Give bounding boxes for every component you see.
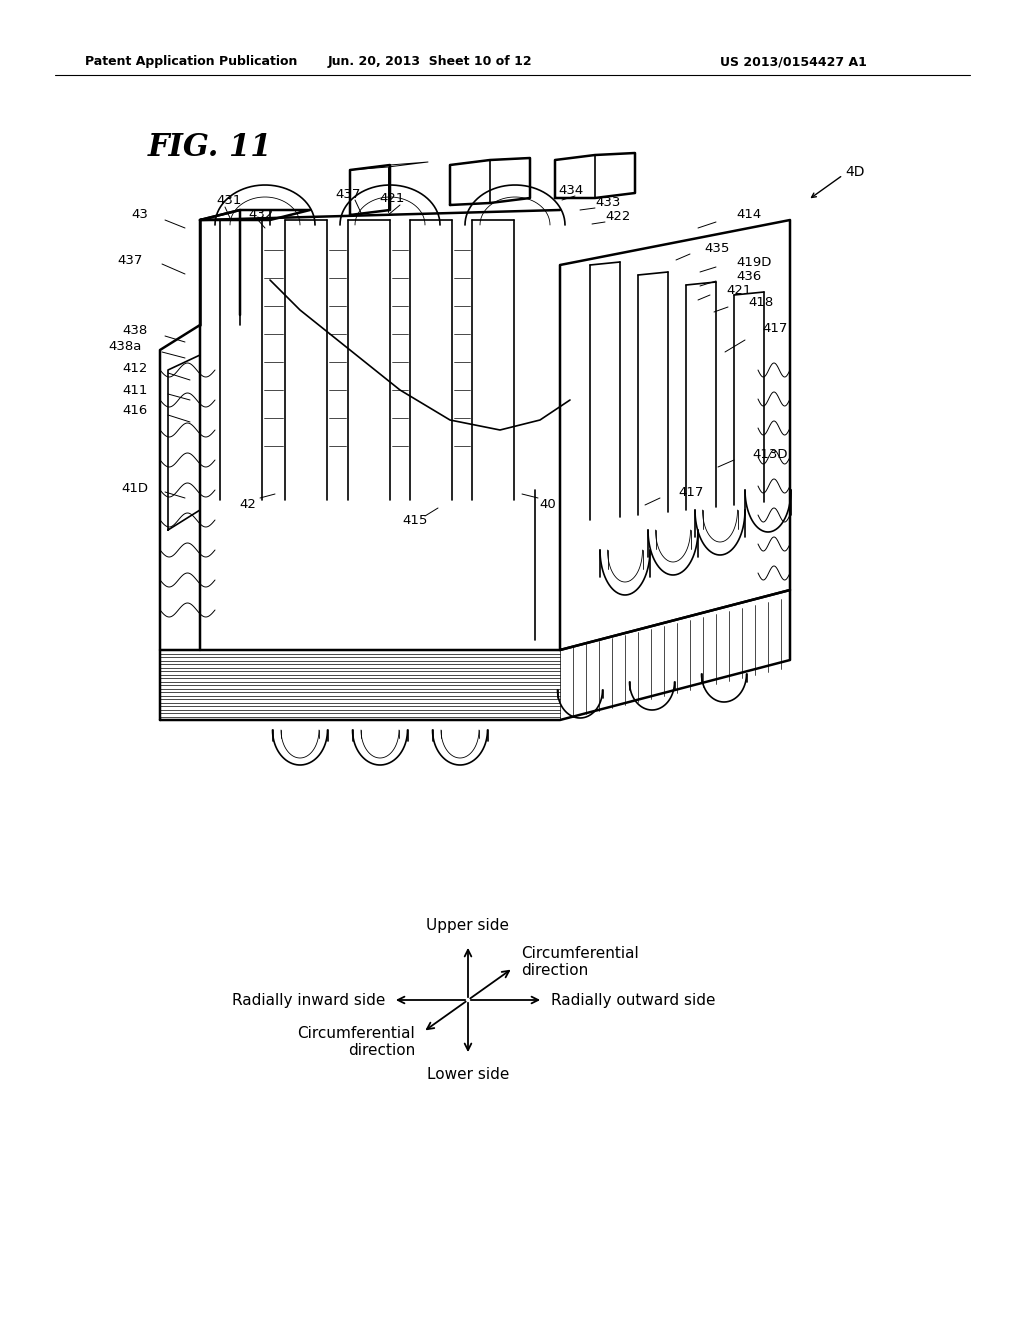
- Text: 416: 416: [123, 404, 148, 417]
- Text: 431: 431: [216, 194, 242, 206]
- Text: 42: 42: [240, 499, 256, 511]
- Text: 411: 411: [123, 384, 148, 396]
- Text: 413D: 413D: [752, 449, 787, 462]
- Text: 438: 438: [123, 323, 148, 337]
- Text: 437: 437: [118, 253, 143, 267]
- Text: 417: 417: [762, 322, 787, 334]
- Text: Radially outward side: Radially outward side: [551, 993, 716, 1007]
- Text: Radially inward side: Radially inward side: [231, 993, 385, 1007]
- Text: 40: 40: [540, 499, 556, 511]
- Text: 432: 432: [248, 209, 273, 222]
- Text: 41D: 41D: [121, 482, 148, 495]
- Text: FIG. 11: FIG. 11: [147, 132, 272, 164]
- Text: Circumferential
direction: Circumferential direction: [297, 1026, 415, 1059]
- Text: 438a: 438a: [109, 339, 142, 352]
- Text: Upper side: Upper side: [427, 917, 510, 933]
- Text: 436: 436: [736, 269, 761, 282]
- Text: 421: 421: [379, 191, 404, 205]
- Text: 435: 435: [705, 242, 729, 255]
- Text: Jun. 20, 2013  Sheet 10 of 12: Jun. 20, 2013 Sheet 10 of 12: [328, 55, 532, 69]
- Text: 415: 415: [402, 513, 428, 527]
- Text: 433: 433: [595, 195, 621, 209]
- Text: 421: 421: [726, 284, 752, 297]
- Text: 4D: 4D: [845, 165, 864, 180]
- Text: 43: 43: [131, 209, 148, 222]
- Text: 418: 418: [748, 296, 773, 309]
- Text: 414: 414: [736, 209, 761, 222]
- Text: 412: 412: [123, 362, 148, 375]
- Text: 417: 417: [678, 486, 703, 499]
- Text: 419D: 419D: [736, 256, 771, 268]
- Text: 434: 434: [558, 183, 584, 197]
- Text: US 2013/0154427 A1: US 2013/0154427 A1: [720, 55, 867, 69]
- Text: Lower side: Lower side: [427, 1067, 509, 1082]
- Text: 422: 422: [605, 210, 631, 223]
- Text: 437: 437: [335, 189, 360, 202]
- Text: Patent Application Publication: Patent Application Publication: [85, 55, 297, 69]
- Text: Circumferential
direction: Circumferential direction: [521, 946, 639, 978]
